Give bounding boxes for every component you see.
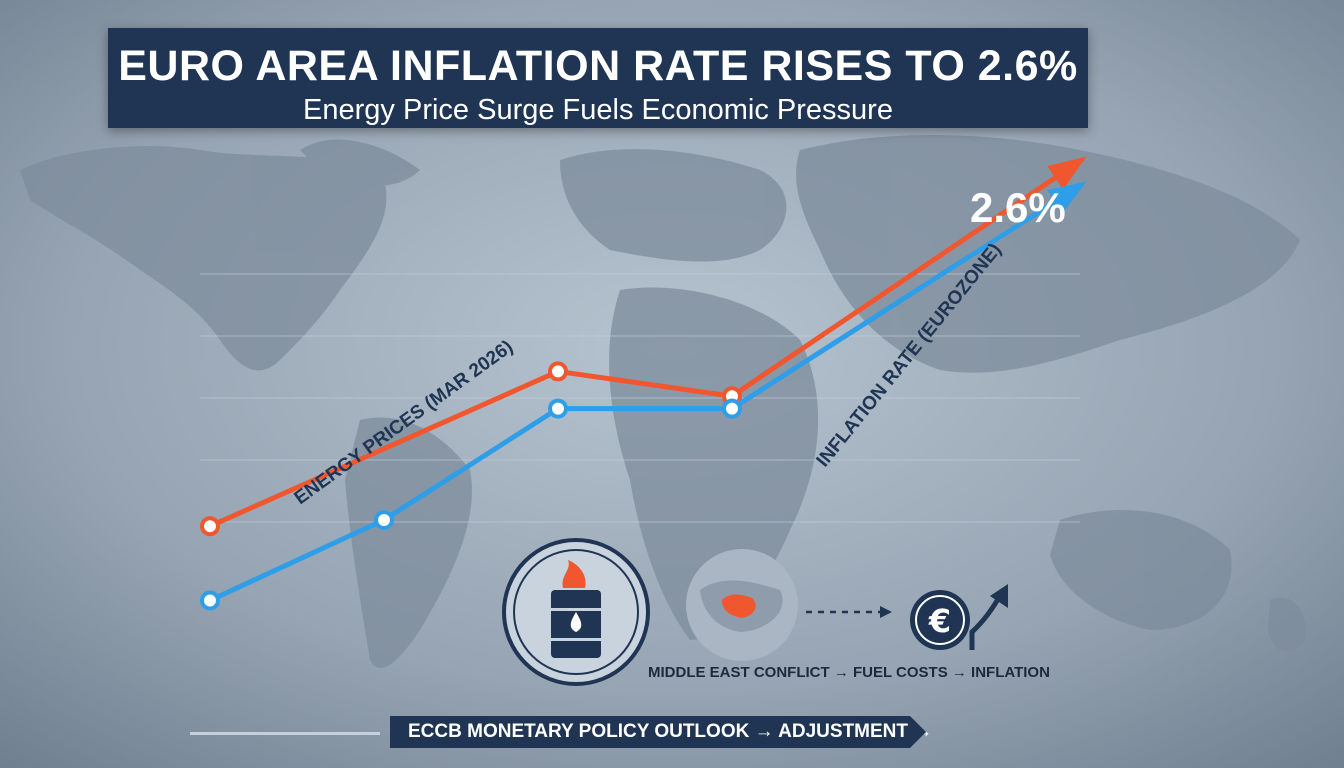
series-arrowhead-0 (1047, 156, 1087, 190)
causal-chain-text: MIDDLE EAST CONFLICT → FUEL COSTS → INFL… (648, 664, 1050, 681)
euro-icon: € (910, 590, 970, 650)
svg-text:€: € (928, 602, 951, 640)
series-1-point-2 (548, 398, 568, 419)
series-0-point-1 (548, 361, 568, 382)
world-map (20, 135, 1306, 669)
series-1-point-3 (722, 398, 742, 419)
series-1-point-1 (374, 510, 394, 530)
chart-subtitle: Energy Price Surge Fuels Economic Pressu… (303, 94, 893, 126)
region-map-icon (686, 549, 798, 661)
oil-barrel-icon (502, 538, 650, 686)
footer-rule (190, 732, 380, 735)
footer-banner: ECCB MONETARY POLICY OUTLOOK → ADJUSTMEN… (390, 716, 932, 748)
series-1-point-0 (200, 590, 220, 611)
series-arrowhead-1 (1047, 181, 1087, 214)
series-0-point-0 (200, 516, 220, 537)
value-label: 2.6% (970, 184, 1066, 231)
title-banner: EURO AREA INFLATION RATE RISES TO 2.6% E… (108, 28, 1088, 128)
up-arrow-icon (969, 584, 1008, 650)
dashed-arrow-icon (806, 606, 892, 618)
series-line-0 (208, 158, 1082, 529)
grid (200, 273, 1080, 523)
chart-title: EURO AREA INFLATION RATE RISES TO 2.6% (118, 42, 1078, 90)
